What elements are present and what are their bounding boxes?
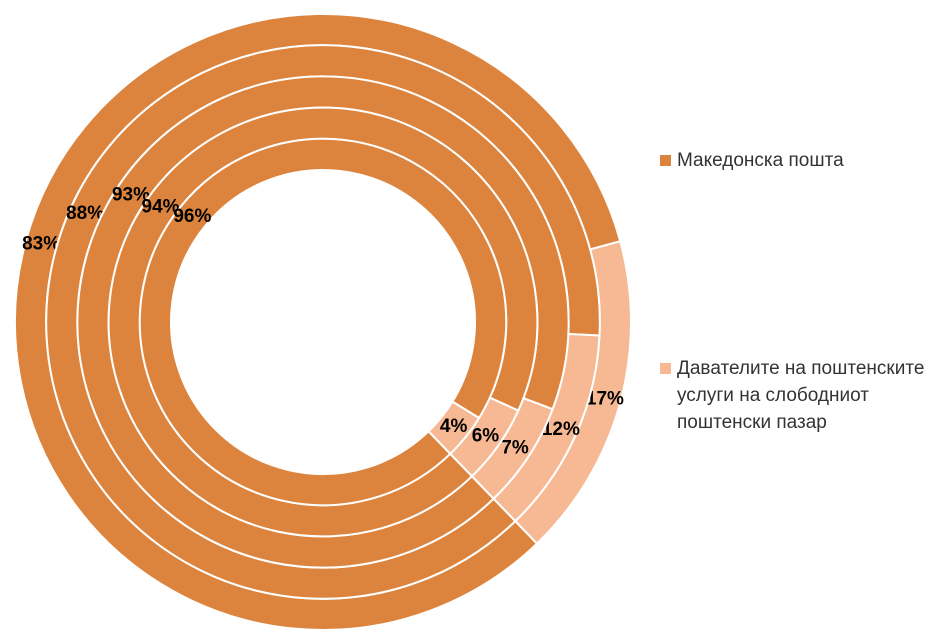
data-label: 6% — [472, 426, 500, 447]
data-label: 93% — [112, 184, 150, 205]
legend-swatch — [660, 363, 671, 374]
legend-swatch — [660, 155, 671, 166]
doughnut-segment — [138, 137, 508, 507]
data-label: 17% — [586, 389, 624, 410]
data-label: 83% — [22, 233, 60, 254]
legend-label: Давателите на поштенските услуги на слоб… — [677, 358, 925, 433]
data-label: 94% — [142, 196, 180, 217]
data-label: 12% — [542, 419, 580, 440]
data-label: 4% — [440, 416, 468, 437]
legend-item: Давателите на поштенските услуги на слоб… — [660, 355, 939, 436]
legend-label: Македонска пошта — [677, 150, 844, 171]
data-label: 7% — [501, 438, 529, 459]
data-label: 88% — [66, 203, 104, 224]
legend-item: Македонска пошта — [660, 147, 939, 174]
doughnut-segment — [427, 400, 481, 456]
data-label: 96% — [173, 206, 211, 227]
